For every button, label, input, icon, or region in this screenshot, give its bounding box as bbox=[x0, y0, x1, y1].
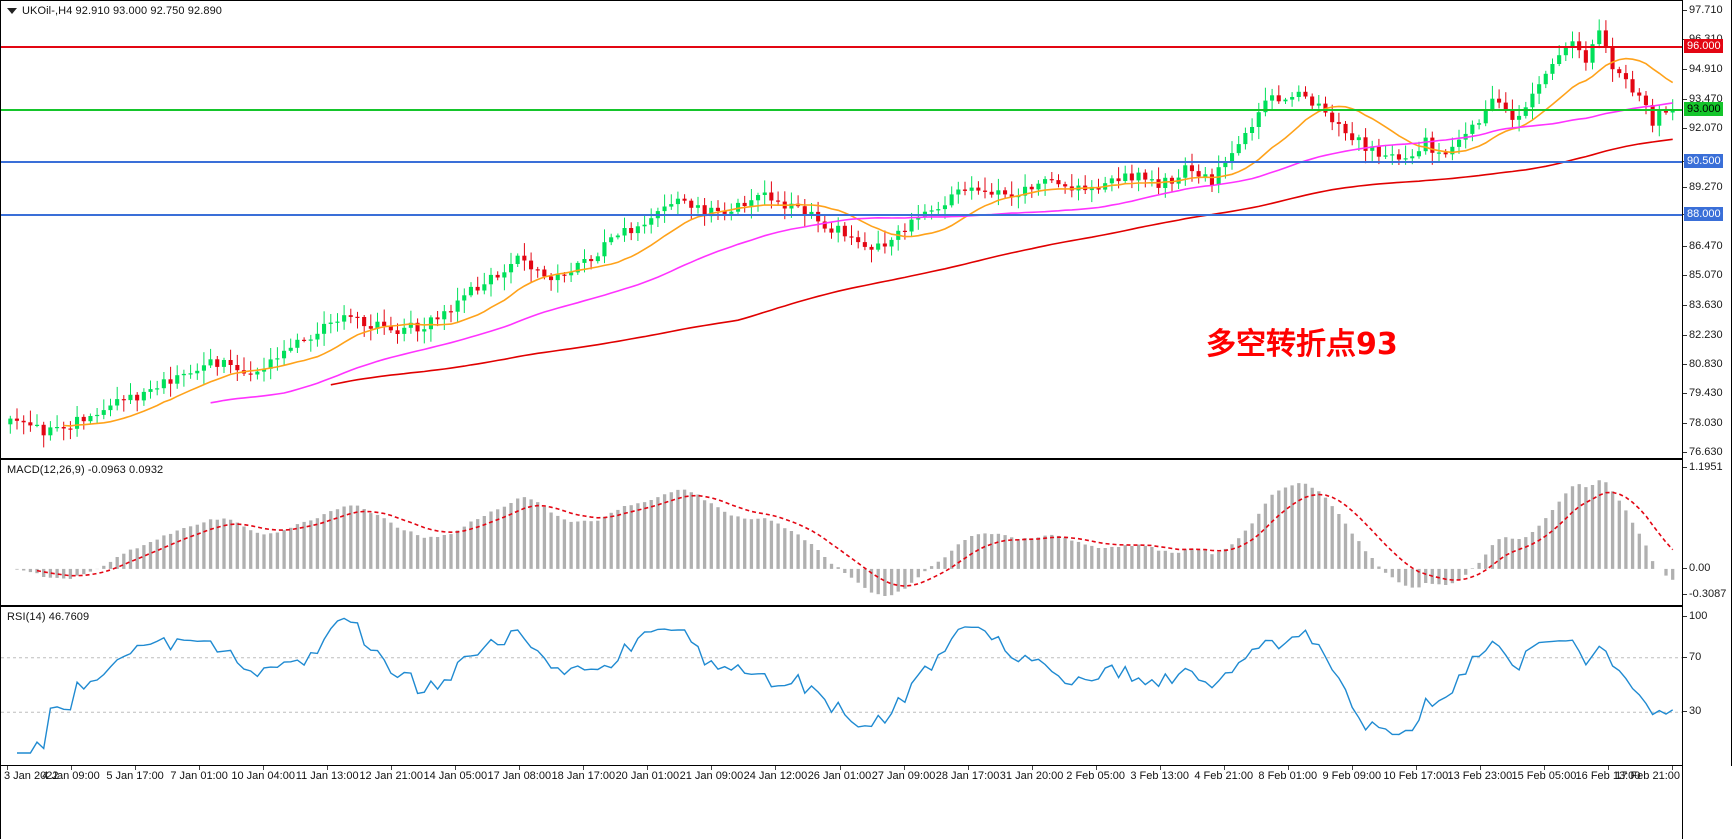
price-level-line-green[interactable] bbox=[1, 108, 1682, 111]
time-axis-label: 4 Jan 09:00 bbox=[42, 770, 100, 782]
time-axis-tick bbox=[71, 766, 73, 770]
time-axis-label: 2 Feb 05:00 bbox=[1066, 770, 1125, 782]
time-axis-label: 13 Feb 23:00 bbox=[1447, 770, 1513, 782]
rsi-tick-label: 100 bbox=[1683, 610, 1707, 622]
time-axis-label: 15 Feb 05:00 bbox=[1511, 770, 1577, 782]
symbol-quote-label: UKOil-,H4 92.910 93.000 92.750 92.890 bbox=[22, 5, 223, 17]
time-axis-tick bbox=[1607, 766, 1609, 770]
time-axis-tick bbox=[1479, 766, 1481, 770]
time-axis-label: 12 Jan 21:00 bbox=[359, 770, 424, 782]
price-level-badge[interactable]: 88.000 bbox=[1684, 206, 1723, 221]
rsi-series bbox=[1, 617, 1682, 754]
price-tick-label: 85.070 bbox=[1683, 269, 1723, 281]
rsi-panel[interactable]: RSI(14) 46.7609 bbox=[0, 606, 1683, 766]
price-level-badge[interactable]: 90.500 bbox=[1684, 154, 1723, 169]
price-level-line-blue[interactable] bbox=[1, 161, 1682, 164]
time-axis-label: 9 Feb 09:00 bbox=[1322, 770, 1382, 782]
time-axis-tick bbox=[135, 766, 137, 770]
price-level-badge[interactable]: 96.000 bbox=[1684, 38, 1723, 53]
time-axis-tick bbox=[839, 766, 841, 770]
time-axis-label: 8 Feb 01:00 bbox=[1258, 770, 1318, 782]
macd-tick-label: 1.1951 bbox=[1683, 461, 1723, 473]
price-tick-label: 94.910 bbox=[1683, 63, 1723, 75]
time-axis-tick bbox=[519, 766, 521, 770]
time-axis-tick bbox=[455, 766, 457, 770]
time-axis-tick bbox=[1672, 766, 1673, 770]
time-axis-label: 21 Jan 09:00 bbox=[679, 770, 744, 782]
time-axis-label: 3 Feb 13:00 bbox=[1130, 770, 1190, 782]
time-axis-tick bbox=[903, 766, 905, 770]
rsi-tick-label: 70 bbox=[1683, 651, 1701, 663]
time-axis-tick bbox=[1095, 766, 1097, 770]
time-axis-tick bbox=[327, 766, 329, 770]
price-tick-label: 82.230 bbox=[1683, 329, 1723, 341]
time-axis-label: 17 Jan 08:00 bbox=[487, 770, 552, 782]
price-tick-label: 92.070 bbox=[1683, 122, 1723, 134]
macd-tick-label: -0.3087 bbox=[1683, 588, 1726, 600]
price-tick-label: 76.630 bbox=[1683, 446, 1723, 458]
price-level-line-blue[interactable] bbox=[1, 213, 1682, 216]
time-axis-label: 18 Jan 17:00 bbox=[551, 770, 616, 782]
time-axis-tick bbox=[263, 766, 265, 770]
rsi-title: RSI(14) 46.7609 bbox=[7, 611, 90, 623]
chart-annotation-text: 多空转折点93 bbox=[1206, 327, 1398, 362]
time-axis-tick bbox=[583, 766, 585, 770]
macd-plot-area[interactable] bbox=[1, 460, 1682, 605]
rsi-plot-area[interactable] bbox=[1, 607, 1682, 765]
time-axis-tick bbox=[1415, 766, 1417, 770]
price-tick-label: 86.470 bbox=[1683, 240, 1723, 252]
macd-series bbox=[15, 480, 1675, 596]
price-tick-label: 79.430 bbox=[1683, 387, 1723, 399]
price-tick-label: 89.270 bbox=[1683, 181, 1723, 193]
time-axis-label: 4 Feb 21:00 bbox=[1194, 770, 1254, 782]
time-axis-tick bbox=[1543, 766, 1545, 770]
candlestick-series bbox=[8, 19, 1675, 448]
time-axis-label: 26 Jan 01:00 bbox=[807, 770, 872, 782]
time-axis-tick bbox=[775, 766, 777, 770]
price-scale[interactable]: 97.71096.31094.91093.47092.07090.50089.2… bbox=[1683, 0, 1732, 766]
time-axis-label: 7 Jan 01:00 bbox=[170, 770, 228, 782]
time-axis-label: 5 Jan 17:00 bbox=[106, 770, 164, 782]
price-level-line-red[interactable] bbox=[1, 45, 1682, 48]
time-axis-label: 31 Jan 20:00 bbox=[999, 770, 1064, 782]
time-axis-tick bbox=[199, 766, 201, 770]
price-level-badge[interactable]: 93.000 bbox=[1684, 101, 1723, 116]
time-axis-label: 3 Jan 2022 bbox=[4, 770, 59, 782]
price-tick-label: 97.710 bbox=[1683, 4, 1723, 16]
macd-panel[interactable]: MACD(12,26,9) -0.0963 0.0932 bbox=[0, 459, 1683, 606]
time-axis-label: 20 Jan 01:00 bbox=[615, 770, 680, 782]
price-tick-label: 83.630 bbox=[1683, 299, 1723, 311]
time-axis-label: 10 Feb 17:00 bbox=[1383, 770, 1449, 782]
time-axis-tick bbox=[1159, 766, 1161, 770]
time-axis-tick bbox=[1031, 766, 1033, 770]
time-axis-label: 17 Feb 21:00 bbox=[1615, 770, 1680, 782]
time-axis-tick bbox=[1287, 766, 1289, 770]
rsi-tick-label: 30 bbox=[1683, 705, 1701, 717]
time-axis-label: 28 Jan 17:00 bbox=[935, 770, 1000, 782]
time-axis-tick bbox=[711, 766, 713, 770]
time-axis-label: 24 Jan 12:00 bbox=[743, 770, 808, 782]
time-axis[interactable]: 3 Jan 2022 4 Jan 09:00 5 Jan 17:00 7 Jan 01… bbox=[0, 766, 1683, 839]
macd-tick-label: 0.00 bbox=[1683, 562, 1710, 574]
time-axis-tick bbox=[391, 766, 393, 770]
price-panel-header: UKOil-,H4 92.910 93.000 92.750 92.890 bbox=[7, 5, 222, 17]
price-plot-area[interactable] bbox=[1, 1, 1682, 458]
caret-down-icon[interactable] bbox=[7, 8, 17, 14]
time-axis-label: 10 Jan 04:00 bbox=[231, 770, 295, 782]
time-axis-label: 16 Feb 13:00 bbox=[1575, 770, 1641, 782]
price-tick-label: 80.830 bbox=[1683, 358, 1723, 370]
time-axis-label: 27 Jan 09:00 bbox=[871, 770, 936, 782]
time-axis-label: 14 Jan 05:00 bbox=[423, 770, 488, 782]
time-axis-tick bbox=[7, 766, 8, 770]
price-chart-panel[interactable]: UKOil-,H4 92.910 93.000 92.750 92.890 多空… bbox=[0, 0, 1683, 459]
time-axis-tick bbox=[967, 766, 969, 770]
price-tick-label: 78.030 bbox=[1683, 417, 1723, 429]
time-axis-tick bbox=[647, 766, 649, 770]
time-axis-label: 11 Jan 13:00 bbox=[295, 770, 359, 782]
time-axis-tick bbox=[1351, 766, 1353, 770]
time-axis-tick bbox=[1223, 766, 1225, 770]
macd-title: MACD(12,26,9) -0.0963 0.0932 bbox=[7, 464, 164, 476]
